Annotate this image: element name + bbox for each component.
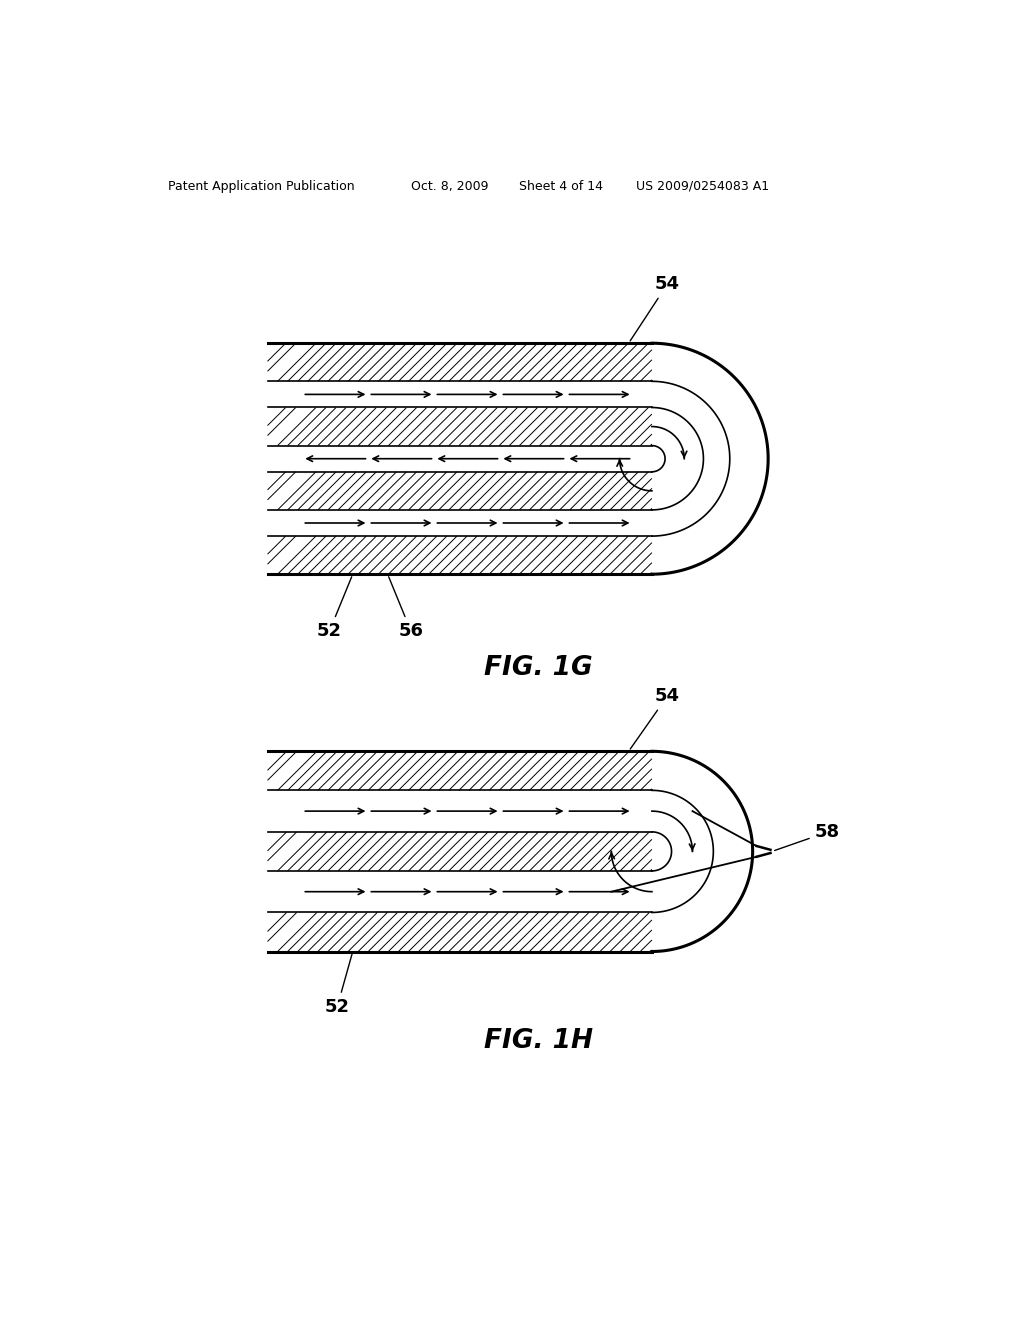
Polygon shape — [267, 751, 753, 952]
Text: 52: 52 — [325, 954, 352, 1015]
Polygon shape — [267, 791, 714, 912]
Polygon shape — [267, 343, 652, 381]
Text: US 2009/0254083 A1: US 2009/0254083 A1 — [636, 180, 769, 193]
Polygon shape — [267, 471, 652, 510]
Text: 56: 56 — [389, 577, 423, 640]
Text: Sheet 4 of 14: Sheet 4 of 14 — [519, 180, 603, 193]
Polygon shape — [267, 343, 768, 574]
Polygon shape — [652, 408, 703, 510]
Text: Oct. 8, 2009: Oct. 8, 2009 — [411, 180, 488, 193]
Text: Patent Application Publication: Patent Application Publication — [168, 180, 355, 193]
Polygon shape — [267, 381, 730, 536]
Polygon shape — [652, 343, 768, 574]
Polygon shape — [267, 536, 652, 574]
Text: 52: 52 — [317, 577, 351, 640]
Polygon shape — [267, 832, 652, 871]
Polygon shape — [652, 751, 753, 952]
Polygon shape — [267, 751, 652, 791]
Polygon shape — [267, 912, 652, 952]
Text: 54: 54 — [630, 275, 680, 341]
Text: FIG. 1H: FIG. 1H — [484, 1028, 593, 1055]
Text: 54: 54 — [630, 688, 680, 748]
Text: FIG. 1G: FIG. 1G — [484, 655, 593, 681]
Polygon shape — [267, 408, 652, 446]
Text: 58: 58 — [774, 824, 840, 850]
